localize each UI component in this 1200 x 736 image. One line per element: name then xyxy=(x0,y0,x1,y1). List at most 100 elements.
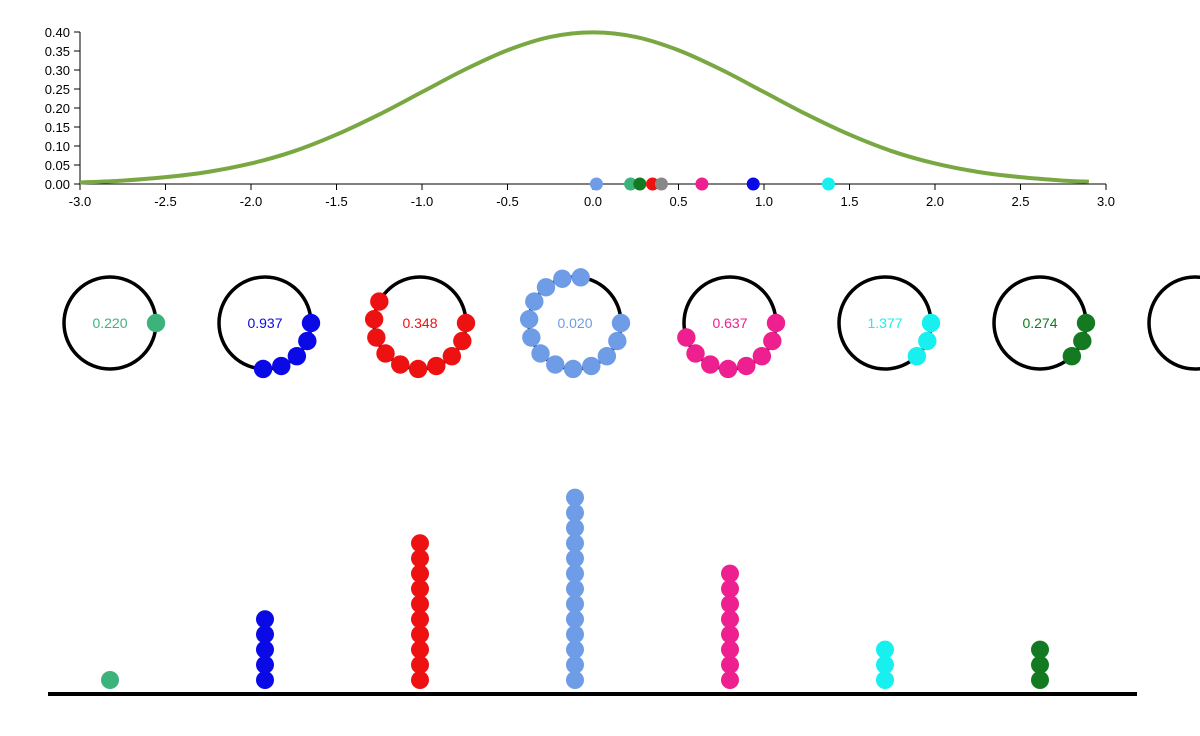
y-tick-label: 0.30 xyxy=(45,63,70,78)
column-dot xyxy=(1031,655,1049,674)
column-dot xyxy=(566,610,584,629)
axis-marker-dot xyxy=(633,177,647,191)
ring-dot xyxy=(608,331,627,351)
ring-6: 0.274 xyxy=(992,275,1096,371)
ring-dot xyxy=(298,331,317,351)
ring-2: 0.348 xyxy=(364,275,476,379)
ring-dot xyxy=(364,310,384,329)
x-tick-label: 0.0 xyxy=(584,194,602,209)
ring-dot xyxy=(766,313,786,333)
column-dot xyxy=(411,625,429,644)
column-dot xyxy=(411,579,429,598)
ring-dot xyxy=(525,292,544,311)
column-dot xyxy=(721,640,739,659)
column-dot xyxy=(566,519,584,537)
ring-dot xyxy=(301,313,321,333)
ring-label: 1.377 xyxy=(867,315,902,331)
column-dot xyxy=(256,655,274,674)
axis-marker-dot xyxy=(646,177,660,191)
ring-dot xyxy=(752,346,772,366)
column-dot xyxy=(876,640,894,659)
ring-3: 0.020 xyxy=(519,268,631,379)
column-dot xyxy=(411,564,429,583)
ring-1: 0.937 xyxy=(217,275,321,379)
y-axis: 0.00 0.05 0.10 0.15 0.20 0.25 0.30 0.35 0.40 xyxy=(45,25,81,192)
ring-dot xyxy=(519,310,539,329)
ring-label: 0.937 xyxy=(247,315,282,331)
column-dot xyxy=(876,655,894,674)
ring-label: 0.020 xyxy=(557,315,592,331)
ring-dot xyxy=(597,346,617,366)
y-tick-label: 0.25 xyxy=(45,82,70,97)
x-tick-label: -1.5 xyxy=(325,194,347,209)
density-plot: -3.0 -2.5 -2.0 -1.5 -1.0 -0.5 0.0 0.5 1.0 1.5 2.0 2… xyxy=(45,25,1115,209)
column-dot xyxy=(566,655,584,674)
dot-column-5 xyxy=(876,640,894,689)
dot-column-3 xyxy=(566,488,584,689)
x-tick-label: 2.5 xyxy=(1011,194,1029,209)
x-tick-label: -1.0 xyxy=(411,194,433,209)
x-tick-label: -2.5 xyxy=(154,194,176,209)
ring-dot xyxy=(146,313,166,333)
column-dot xyxy=(566,625,584,644)
column-dot xyxy=(721,625,739,644)
column-dot xyxy=(566,595,584,613)
ring-dot xyxy=(370,292,389,311)
column-dot xyxy=(101,671,119,689)
y-tick-label: 0.00 xyxy=(45,177,70,192)
axis-markers xyxy=(589,177,835,191)
ring-dot xyxy=(253,359,273,379)
column-dot xyxy=(876,671,894,689)
column-dot xyxy=(721,671,739,689)
dot-column-6 xyxy=(1031,640,1049,689)
column-dot xyxy=(411,534,429,553)
column-dot xyxy=(721,595,739,613)
column-dot xyxy=(411,671,429,689)
ring-row: 0.220 0.937 0.348 0.020 0.637 1.377 0.274 xyxy=(62,268,1200,379)
dot-column-0 xyxy=(101,671,119,689)
axis-marker-dot xyxy=(654,177,668,191)
ring-dot xyxy=(531,344,550,363)
y-tick-label: 0.05 xyxy=(45,158,70,173)
ring-dot xyxy=(536,278,556,297)
y-tick-label: 0.40 xyxy=(45,25,70,40)
dot-columns xyxy=(101,488,1049,689)
ring-dot xyxy=(553,269,572,288)
column-dot xyxy=(256,610,274,629)
ring-dot xyxy=(287,346,307,366)
y-tick-label: 0.20 xyxy=(45,101,70,116)
dot-column-4 xyxy=(721,564,739,689)
ring-dot xyxy=(686,344,705,363)
ring-dot xyxy=(563,359,583,379)
x-tick-label: 1.5 xyxy=(840,194,858,209)
ring-dot xyxy=(546,355,565,374)
ring-dot xyxy=(453,331,472,351)
dot-column-2 xyxy=(411,534,429,689)
column-dot xyxy=(721,610,739,629)
column-dot xyxy=(256,671,274,689)
column-dot xyxy=(411,640,429,659)
column-dot xyxy=(566,549,584,568)
y-tick-label: 0.10 xyxy=(45,139,70,154)
x-tick-label: -0.5 xyxy=(496,194,518,209)
column-dot xyxy=(721,579,739,598)
y-tick-label: 0.15 xyxy=(45,120,70,135)
column-dot xyxy=(566,534,584,553)
ring-dot xyxy=(272,356,291,376)
column-dot xyxy=(566,640,584,659)
axis-marker-dot xyxy=(821,177,835,191)
ring-dot xyxy=(376,344,395,363)
y-tick-label: 0.35 xyxy=(45,44,70,59)
ring-dot xyxy=(701,355,720,374)
column-dot xyxy=(566,579,584,598)
ring-dot xyxy=(763,331,782,351)
dot-column-1 xyxy=(256,610,274,689)
x-tick-label: 2.0 xyxy=(926,194,944,209)
x-tick-label: -2.0 xyxy=(240,194,262,209)
ring-label: 0.274 xyxy=(1022,315,1057,331)
ring-dot xyxy=(571,268,590,287)
ring-dot xyxy=(1062,346,1082,366)
column-dot xyxy=(1031,671,1049,689)
ring-dot xyxy=(442,346,462,366)
